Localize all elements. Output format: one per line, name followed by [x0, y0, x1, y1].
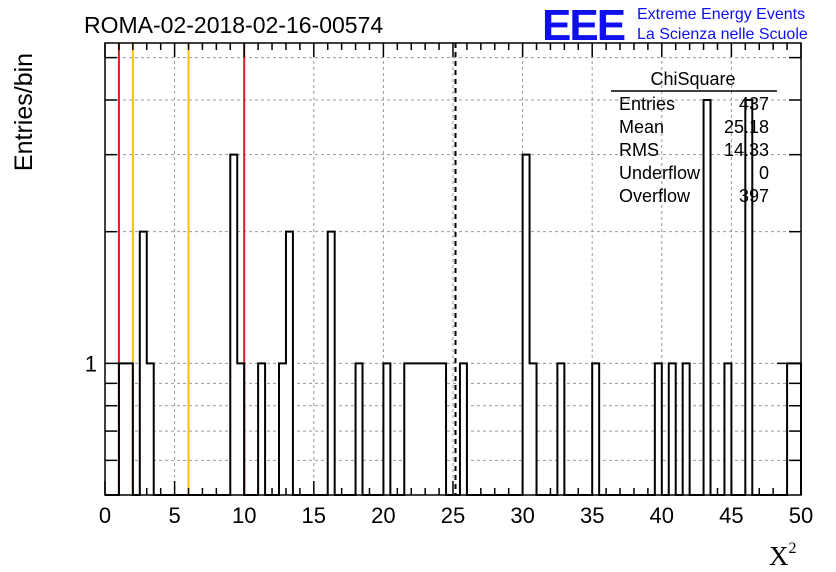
histogram-bar — [682, 363, 690, 495]
histogram-bar — [118, 363, 126, 495]
histogram-bar — [592, 363, 600, 495]
y-tick-label: 1 — [85, 351, 97, 376]
stats-box-title: ChiSquare — [650, 69, 735, 89]
stats-value: 25.18 — [724, 117, 769, 137]
histogram-bar — [703, 100, 711, 495]
histogram-bar — [404, 363, 412, 495]
histogram-bar — [411, 363, 419, 495]
histogram-bar — [654, 363, 662, 495]
histogram-bar — [425, 363, 433, 495]
x-tick-label: 50 — [789, 503, 813, 528]
x-axis-label-superscript: 2 — [789, 540, 797, 557]
axis-ticks — [104, 43, 802, 495]
logo-line1: Extreme Energy Events — [637, 6, 805, 23]
histogram-bar — [237, 363, 245, 495]
histogram-bar — [285, 231, 293, 495]
histogram-bar — [432, 363, 440, 495]
histogram-bar — [279, 363, 286, 495]
histogram-bar — [794, 363, 801, 495]
chart-title: ROMA-02-2018-02-16-00574 — [84, 12, 383, 38]
histogram-bar — [383, 363, 391, 495]
histogram-bar — [787, 363, 795, 495]
histogram-bar — [418, 363, 426, 495]
logo-line2: La Scienza nelle Scuole — [637, 26, 808, 43]
histogram-fill — [118, 100, 801, 495]
stats-value: 0 — [759, 163, 769, 183]
logo-letters: EEE — [542, 1, 625, 50]
histogram-bar — [745, 100, 753, 495]
x-tick-label: 40 — [650, 503, 674, 528]
x-tick-label: 25 — [441, 503, 465, 528]
stats-label: Mean — [619, 117, 664, 137]
histogram-bar — [522, 154, 530, 495]
histogram-bar — [146, 363, 154, 495]
x-tick-label: 0 — [99, 503, 111, 528]
histogram-bar — [355, 363, 363, 495]
histogram-bar — [439, 363, 447, 495]
histogram-bar — [125, 363, 133, 495]
y-axis-label: Entries/bin — [10, 53, 38, 171]
histogram-bar — [139, 231, 147, 495]
histogram-bar — [327, 231, 335, 495]
x-tick-label: 45 — [719, 503, 743, 528]
stats-label: Underflow — [619, 163, 701, 183]
histogram-bar — [230, 154, 238, 495]
histogram-bar — [668, 363, 676, 495]
x-tick-label: 30 — [510, 503, 534, 528]
x-tick-label: 20 — [371, 503, 395, 528]
x-tick-label: 15 — [302, 503, 326, 528]
stats-label: Overflow — [619, 186, 691, 206]
x-tick-label: 10 — [232, 503, 256, 528]
y-tick-labels: 1 — [85, 351, 97, 376]
stats-label: Entries — [619, 94, 675, 114]
histogram-bar — [258, 363, 266, 495]
histogram-bar — [557, 363, 565, 495]
grid-lines — [105, 43, 801, 495]
x-axis-label: X2 — [769, 540, 797, 571]
stats-box: ChiSquare Entries 437 Mean 25.18 RMS 14.33 Und… — [611, 69, 777, 206]
stats-value: 437 — [739, 94, 769, 114]
histogram-bar — [459, 363, 467, 495]
x-axis-label-main: X — [769, 541, 789, 571]
histogram-bar — [529, 363, 537, 495]
histogram-bar — [724, 363, 732, 495]
x-tick-labels: 0 5 10 15 20 25 30 35 40 45 50 — [99, 503, 813, 528]
x-tick-label: 5 — [168, 503, 180, 528]
x-tick-label: 35 — [580, 503, 604, 528]
stats-value: 14.33 — [724, 140, 769, 160]
stats-rows: Entries 437 Mean 25.18 RMS 14.33 Underflow 0 Ove… — [619, 94, 769, 206]
eee-logo: EEE Extreme Energy Events La Scienza nel… — [542, 1, 808, 50]
stats-label: RMS — [619, 140, 659, 160]
stats-value: 397 — [739, 186, 769, 206]
